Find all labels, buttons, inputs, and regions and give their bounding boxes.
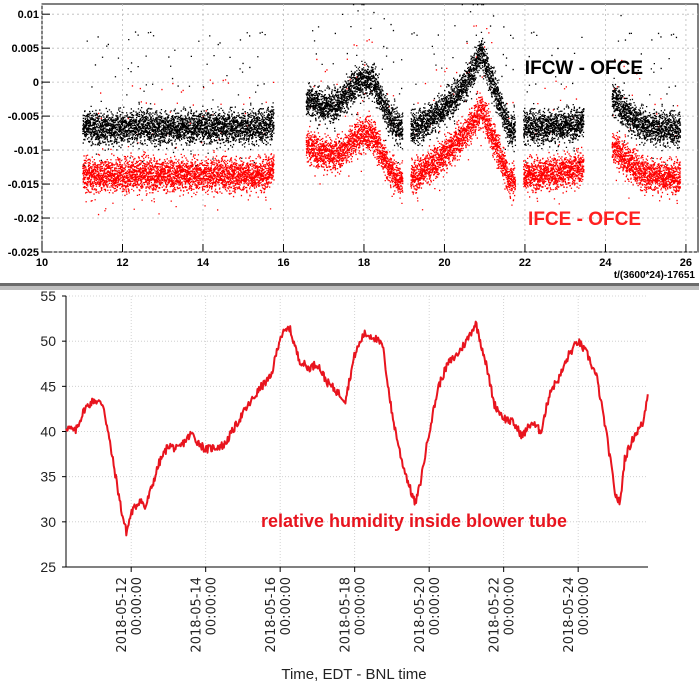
legend-ifce-ofce: IFCE - OFCE — [528, 209, 641, 230]
bottom-x-tick-label: 2018-05-22 00:00:00 — [488, 577, 518, 653]
bottom-x-tick-time: 00:00:00 — [503, 577, 518, 635]
bottom-x-tick-date: 2018-05-20 — [413, 577, 428, 653]
top-x-axis: 10 12 14 16 18 20 22 24 26 — [36, 244, 692, 269]
series-ifcw-ofce — [82, 4, 682, 167]
bottom-x-tick-label: 2018-05-20 00:00:00 — [413, 577, 443, 653]
bottom-x-tick-time: 00:00:00 — [205, 577, 220, 635]
bottom-x-axis: 2018-05-12 00:00:00 2018-05-14 00:00:00 2018… — [115, 567, 592, 653]
bottom-x-tick-label: 2018-05-12 00:00:00 — [115, 577, 145, 653]
bottom-x-tick-time: 00:00:00 — [279, 577, 294, 635]
bottom-y-tick-label: 55 — [40, 288, 56, 304]
humidity-line — [65, 320, 649, 537]
bottom-y-tick-label: 50 — [40, 333, 56, 349]
scatter-points — [82, 25, 682, 216]
top-y-axis: -0.025 -0.02 -0.015 -0.01 -0.005 0 0.005 0.01 — [8, 9, 50, 259]
bottom-x-tick-date: 2018-05-12 — [115, 577, 130, 653]
top-y-tick-label: -0.015 — [8, 179, 39, 191]
bottom-x-tick-date: 2018-05-18 — [339, 577, 354, 653]
bottom-x-tick-time: 00:00:00 — [130, 577, 145, 635]
top-y-tick-label: -0.01 — [14, 145, 39, 157]
bottom-y-tick-label: 35 — [40, 469, 56, 485]
top-x-tick-label: 14 — [197, 257, 210, 269]
bottom-x-tick-date: 2018-05-24 — [562, 577, 577, 653]
scatter-points — [82, 4, 682, 167]
bottom-y-tick-label: 45 — [40, 378, 56, 394]
top-x-tick-label: 26 — [680, 257, 692, 269]
top-y-tick-label: -0.025 — [8, 247, 39, 259]
bottom-x-tick-label: 2018-05-24 00:00:00 — [562, 577, 592, 653]
top-x-tick-label: 22 — [519, 257, 531, 269]
top-x-tick-label: 20 — [438, 257, 450, 269]
top-y-tick-label: -0.02 — [14, 213, 39, 225]
panel-separator — [0, 283, 699, 290]
legend-ifcw-ofce: IFCW - OFCE — [525, 58, 643, 79]
top-y-tick-label: 0.005 — [11, 43, 39, 55]
top-chart: -0.025 -0.02 -0.015 -0.01 -0.005 0 0.005 0.01 1… — [8, 3, 699, 281]
bottom-x-tick-date: 2018-05-22 — [488, 577, 503, 653]
top-x-tick-label: 18 — [358, 257, 370, 269]
bottom-x-tick-label: 2018-05-16 00:00:00 — [264, 577, 294, 653]
top-x-tick-label: 12 — [116, 257, 128, 269]
bottom-y-axis: 25 30 35 40 45 50 55 — [40, 288, 66, 575]
top-y-tick-label: 0 — [33, 77, 39, 89]
humidity-annotation: relative humidity inside blower tube — [261, 511, 567, 531]
bottom-x-tick-label: 2018-05-14 00:00:00 — [190, 577, 220, 653]
top-x-tick-label: 16 — [277, 257, 289, 269]
bottom-x-axis-label: Time, EDT - BNL time — [281, 666, 426, 683]
bottom-x-tick-label: 2018-05-18 00:00:00 — [339, 577, 369, 653]
bottom-y-tick-label: 30 — [40, 514, 56, 530]
bottom-x-tick-time: 00:00:00 — [354, 577, 369, 635]
top-x-tick-label: 10 — [36, 257, 48, 269]
top-y-tick-label: 0.01 — [18, 9, 39, 21]
series-ifce-ofce — [82, 25, 682, 216]
bottom-y-tick-label: 25 — [40, 559, 56, 575]
bottom-y-tick-label: 40 — [40, 424, 56, 440]
bottom-x-tick-time: 00:00:00 — [428, 577, 443, 635]
top-x-axis-label: t/(3600*24)-17651 — [614, 270, 696, 281]
bottom-x-tick-date: 2018-05-16 — [264, 577, 279, 653]
top-points — [82, 4, 682, 216]
humidity-series — [65, 320, 649, 537]
top-grid — [41, 4, 698, 253]
panel-separator-dark — [0, 283, 699, 286]
top-y-tick-label: -0.005 — [8, 111, 39, 123]
bottom-x-tick-date: 2018-05-14 — [190, 577, 205, 653]
top-x-tick-label: 24 — [599, 257, 612, 269]
bottom-x-tick-time: 00:00:00 — [577, 577, 592, 635]
